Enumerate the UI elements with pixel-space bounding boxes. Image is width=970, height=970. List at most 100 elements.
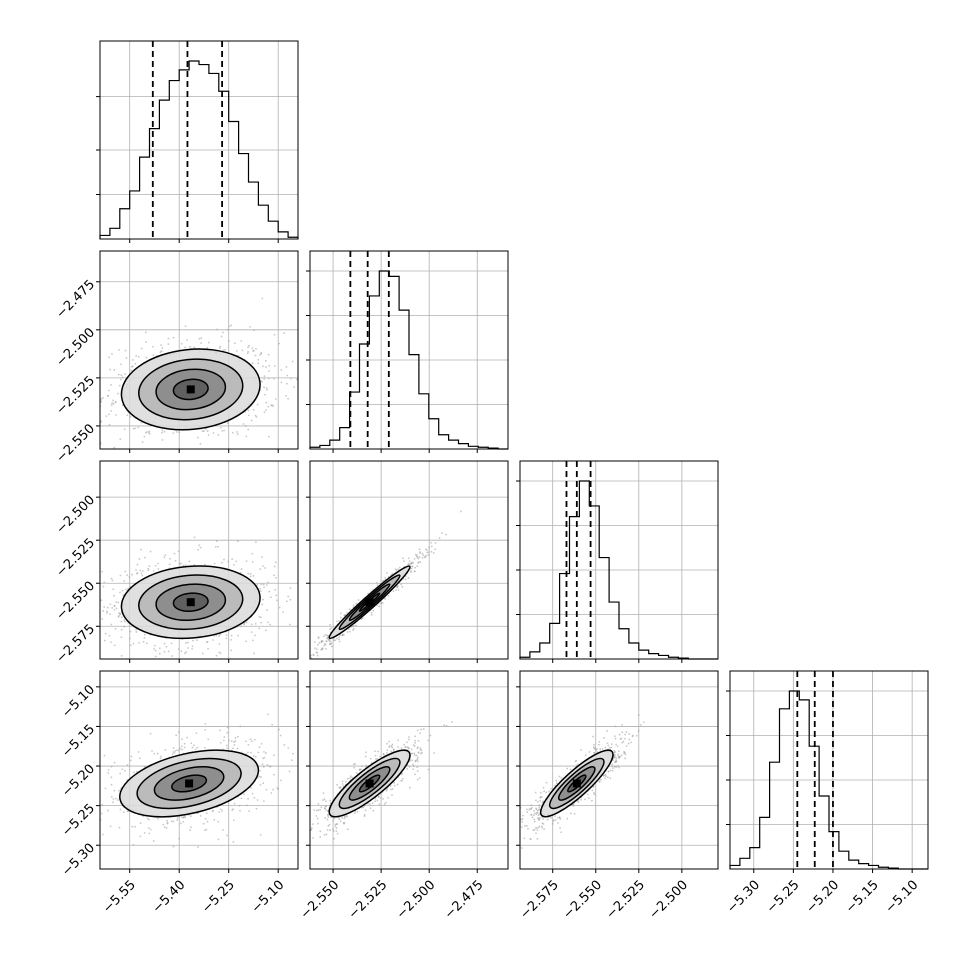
sample-point — [541, 825, 543, 828]
sample-point — [138, 558, 141, 560]
sample-point — [319, 836, 322, 838]
sample-point — [112, 399, 114, 402]
sample-point — [167, 343, 170, 345]
sample-point — [406, 741, 408, 744]
sample-point — [114, 661, 116, 663]
sample-point — [130, 755, 133, 758]
sample-point — [416, 729, 419, 732]
x-tick-label: −2.475 — [442, 878, 487, 923]
sample-point — [537, 800, 539, 803]
sample-point — [415, 554, 418, 557]
sample-point — [535, 807, 537, 810]
sample-point — [265, 629, 267, 632]
sample-point — [319, 808, 322, 811]
sample-point — [261, 556, 263, 559]
sample-point — [185, 641, 187, 644]
sample-point — [275, 594, 278, 597]
sample-point — [413, 557, 416, 560]
sample-point — [247, 797, 250, 800]
sample-point — [627, 742, 630, 745]
sample-point — [122, 451, 124, 453]
sample-point — [264, 393, 266, 396]
sample-point — [103, 581, 106, 584]
sample-point — [198, 544, 201, 547]
pair-panel-0-1 — [92, 250, 299, 453]
sample-point — [92, 405, 94, 407]
sample-point — [393, 784, 396, 787]
sample-point — [126, 764, 129, 766]
sample-point — [95, 600, 97, 602]
sample-point — [177, 648, 180, 651]
sample-point — [590, 799, 593, 802]
sample-point — [376, 582, 378, 584]
sample-point — [132, 642, 135, 645]
sample-point — [377, 795, 380, 798]
sample-point — [112, 402, 115, 405]
sample-point — [193, 346, 196, 349]
sample-point — [128, 576, 131, 579]
sample-point — [346, 611, 349, 614]
sample-point — [153, 648, 155, 650]
sample-point — [110, 783, 113, 786]
sample-point — [332, 828, 334, 831]
sample-point — [381, 579, 384, 582]
sample-point — [294, 843, 296, 845]
sample-point — [126, 574, 129, 577]
sample-point — [130, 644, 132, 647]
sample-point — [353, 625, 355, 627]
sample-point — [401, 772, 404, 775]
sample-point — [263, 751, 265, 753]
sample-point — [107, 395, 109, 397]
sample-point — [527, 827, 529, 830]
sample-point — [332, 830, 335, 832]
sample-point — [271, 723, 274, 726]
sample-point — [261, 365, 264, 368]
sample-point — [223, 429, 225, 432]
sample-point — [233, 819, 235, 822]
sample-point — [119, 772, 122, 775]
sample-point — [131, 365, 133, 368]
sample-point — [610, 743, 613, 746]
sample-point — [278, 606, 281, 609]
sample-point — [338, 620, 341, 622]
y-tick-label: −2.575 — [53, 622, 98, 667]
sample-point — [100, 599, 103, 602]
sample-point — [101, 833, 104, 836]
sample-point — [327, 634, 330, 637]
sample-point — [314, 595, 316, 597]
sample-point — [346, 777, 349, 780]
sample-point — [411, 565, 414, 568]
sample-point — [154, 564, 157, 567]
sample-point — [149, 732, 152, 735]
sample-point — [379, 755, 381, 758]
sample-point — [361, 765, 363, 768]
sample-point — [272, 788, 275, 791]
sample-point — [262, 757, 264, 760]
sample-point — [408, 765, 411, 768]
sample-point — [603, 737, 605, 739]
sample-point — [233, 563, 235, 566]
x-tick-label: −5.40 — [150, 878, 189, 917]
sample-point — [226, 744, 228, 747]
sample-point — [326, 810, 329, 812]
sample-point — [60, 784, 62, 786]
sample-point — [548, 790, 550, 793]
sample-point — [361, 806, 363, 809]
sample-point — [220, 561, 223, 564]
sample-point — [384, 801, 387, 804]
sample-point — [234, 737, 237, 739]
sample-point — [240, 625, 243, 628]
density-peak — [186, 385, 195, 394]
sample-point — [265, 409, 267, 411]
sample-point — [217, 838, 220, 841]
sample-point — [356, 811, 359, 813]
sample-point — [322, 792, 325, 795]
sample-point — [267, 581, 269, 584]
sample-point — [263, 411, 266, 414]
y-tick-label: −2.500 — [53, 493, 98, 538]
sample-point — [93, 800, 95, 802]
sample-point — [230, 324, 233, 327]
sample-point — [418, 777, 421, 779]
sample-point — [422, 554, 425, 557]
sample-point — [145, 341, 147, 344]
